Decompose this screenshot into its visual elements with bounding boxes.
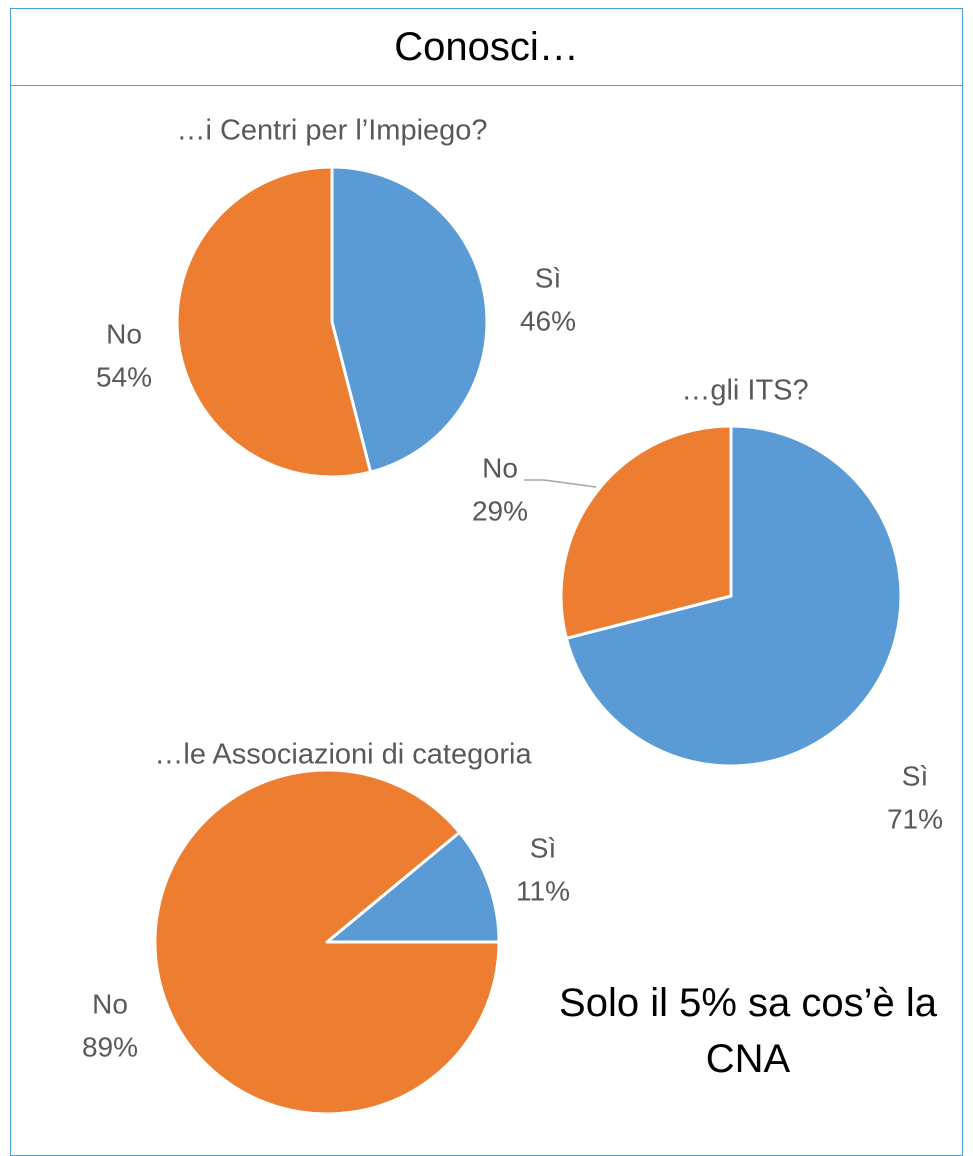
header: Conosci… [10, 8, 963, 86]
slice-category: No [482, 452, 518, 483]
slice-label: 11% [516, 875, 570, 906]
slice-category: No [92, 988, 128, 1019]
slice-label: 29% [472, 495, 528, 526]
slice-label: 54% [96, 361, 152, 392]
pie-slice [325, 830, 501, 944]
chart-title: …le Associazioni di categoria [154, 739, 532, 771]
leader-line [524, 479, 597, 488]
pie-slice [175, 165, 373, 479]
chart-title: …i Centri per l’Impiego? [176, 115, 487, 147]
slice-category: Sì [530, 832, 556, 863]
slice-label: 46% [520, 305, 576, 336]
pie-slice [559, 424, 733, 640]
pie-slice [564, 424, 903, 768]
slice-category: Sì [535, 262, 561, 293]
slice-category: No [106, 318, 142, 349]
slice-label: 71% [887, 803, 943, 834]
slice-label: 89% [82, 1031, 138, 1062]
note: Solo il 5% sa cos’è la CNA [559, 981, 937, 1081]
page-title: Conosci… [394, 24, 579, 69]
pie-slice [153, 768, 501, 1116]
chart-title: …gli ITS? [681, 375, 808, 407]
slice-category: Sì [902, 760, 928, 791]
pie-slice [330, 165, 489, 474]
